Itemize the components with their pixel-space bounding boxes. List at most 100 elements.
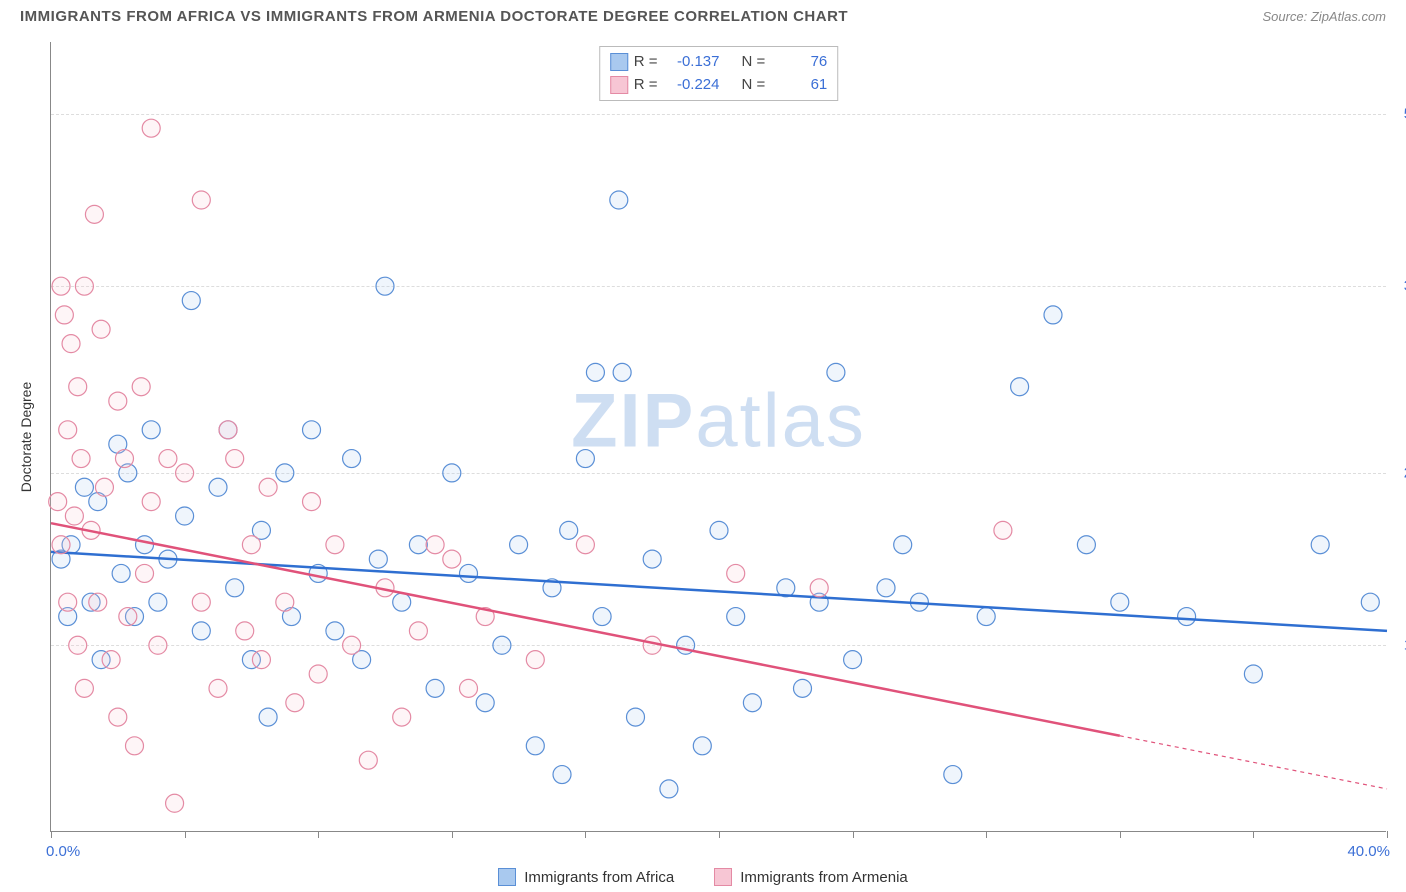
- data-point: [409, 536, 427, 554]
- data-point: [192, 593, 210, 611]
- data-point: [49, 493, 67, 511]
- data-point: [553, 766, 571, 784]
- data-point: [142, 119, 160, 137]
- x-min-label: 0.0%: [46, 843, 80, 860]
- data-point: [176, 464, 194, 482]
- data-point: [159, 450, 177, 468]
- data-point: [149, 636, 167, 654]
- r-label: R =: [634, 51, 658, 74]
- legend-swatch-africa: [498, 868, 516, 886]
- data-point: [743, 694, 761, 712]
- data-point: [75, 679, 93, 697]
- data-point: [727, 564, 745, 582]
- data-point: [526, 737, 544, 755]
- data-point: [126, 737, 144, 755]
- data-point: [226, 579, 244, 597]
- data-point: [844, 651, 862, 669]
- data-point: [65, 507, 83, 525]
- data-point: [593, 608, 611, 626]
- data-point: [109, 708, 127, 726]
- data-point: [112, 564, 130, 582]
- data-point: [1178, 608, 1196, 626]
- n-value-armenia: 61: [771, 74, 827, 97]
- data-point: [894, 536, 912, 554]
- data-point: [877, 579, 895, 597]
- data-point: [393, 593, 411, 611]
- data-point: [493, 636, 511, 654]
- data-point: [1244, 665, 1262, 683]
- data-point: [326, 536, 344, 554]
- data-point: [1311, 536, 1329, 554]
- data-point: [303, 493, 321, 511]
- data-point: [610, 191, 628, 209]
- data-point: [794, 679, 812, 697]
- data-point: [560, 521, 578, 539]
- data-point: [166, 794, 184, 812]
- data-point: [460, 564, 478, 582]
- data-point: [75, 277, 93, 295]
- data-point: [182, 292, 200, 310]
- data-point: [89, 593, 107, 611]
- data-point: [136, 564, 154, 582]
- legend-label-africa: Immigrants from Africa: [524, 869, 674, 886]
- data-point: [994, 521, 1012, 539]
- data-point: [443, 550, 461, 568]
- x-max-label: 40.0%: [1347, 843, 1390, 860]
- data-point: [59, 421, 77, 439]
- data-point: [376, 277, 394, 295]
- data-point: [62, 335, 80, 353]
- swatch-armenia: [610, 76, 628, 94]
- r-label-2: R =: [634, 74, 658, 97]
- data-point: [192, 622, 210, 640]
- data-point: [810, 579, 828, 597]
- data-point: [1044, 306, 1062, 324]
- data-point: [693, 737, 711, 755]
- data-point: [643, 550, 661, 568]
- n-value-africa: 76: [771, 51, 827, 74]
- plot-wrapper: Doctorate Degree ZIPatlas 1.3%2.5%3.8%5.…: [50, 42, 1386, 832]
- data-point: [1111, 593, 1129, 611]
- data-point: [226, 450, 244, 468]
- data-point: [72, 450, 90, 468]
- data-point: [142, 421, 160, 439]
- data-point: [443, 464, 461, 482]
- scatter-svg: [51, 42, 1386, 831]
- data-point: [660, 780, 678, 798]
- data-point: [259, 478, 277, 496]
- data-point: [132, 378, 150, 396]
- data-point: [343, 636, 361, 654]
- data-point: [209, 679, 227, 697]
- plot-area: ZIPatlas 1.3%2.5%3.8%5.0% R = -0.137 N =…: [50, 42, 1386, 832]
- stats-row-africa: R = -0.137 N = 76: [610, 51, 828, 74]
- data-point: [1077, 536, 1095, 554]
- data-point: [136, 536, 154, 554]
- data-point: [219, 421, 237, 439]
- data-point: [149, 593, 167, 611]
- data-point: [236, 622, 254, 640]
- data-point: [109, 392, 127, 410]
- data-point: [627, 708, 645, 726]
- data-point: [526, 651, 544, 669]
- data-point: [69, 378, 87, 396]
- data-point: [426, 536, 444, 554]
- data-point: [69, 636, 87, 654]
- data-point: [259, 708, 277, 726]
- data-point: [119, 608, 137, 626]
- data-point: [409, 622, 427, 640]
- data-point: [276, 464, 294, 482]
- legend-item-africa: Immigrants from Africa: [498, 868, 674, 886]
- data-point: [52, 536, 70, 554]
- data-point: [460, 679, 478, 697]
- legend-item-armenia: Immigrants from Armenia: [714, 868, 908, 886]
- source-label: Source: ZipAtlas.com: [1262, 9, 1386, 24]
- r-value-africa: -0.137: [664, 51, 720, 74]
- legend-swatch-armenia: [714, 868, 732, 886]
- data-point: [115, 450, 133, 468]
- data-point: [393, 708, 411, 726]
- trend-line: [51, 523, 1120, 736]
- bottom-legend: Immigrants from Africa Immigrants from A…: [0, 868, 1406, 886]
- n-label-2: N =: [742, 74, 766, 97]
- data-point: [75, 478, 93, 496]
- data-point: [303, 421, 321, 439]
- chart-title: IMMIGRANTS FROM AFRICA VS IMMIGRANTS FRO…: [20, 8, 848, 25]
